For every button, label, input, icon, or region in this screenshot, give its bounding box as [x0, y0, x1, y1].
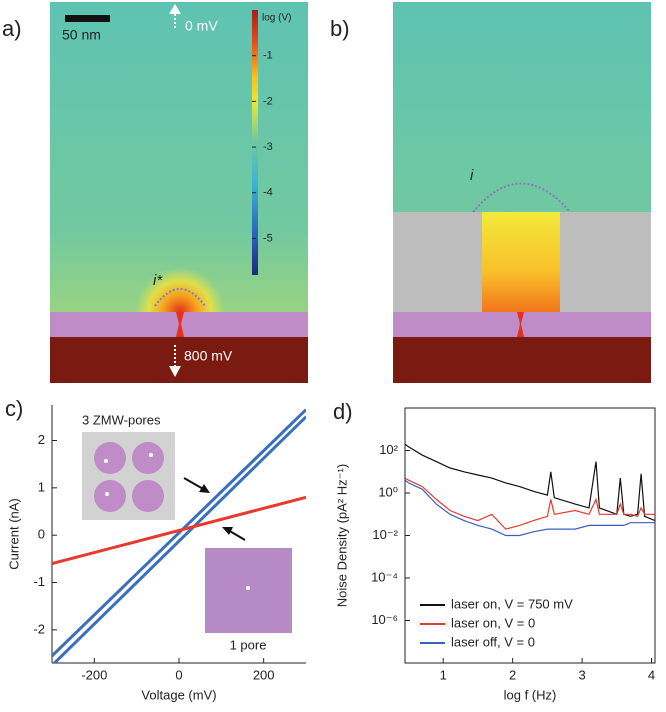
series-line: [52, 415, 306, 663]
y-tick-label: -1: [33, 574, 45, 589]
x-tick-label: 3: [578, 667, 585, 682]
pore-dot: [246, 586, 250, 590]
potential-label: 800 mV: [184, 348, 233, 364]
scale-label: 50 nm: [62, 27, 101, 43]
panel-a: 50 nm 0 mV 800 mV i* log (V) -1-2-3-4-5 …: [2, 2, 308, 383]
pore-disk: [94, 442, 126, 474]
metal: [560, 212, 651, 312]
pore-disk: [132, 442, 164, 474]
y-tick-label: 10²: [379, 442, 398, 457]
y-tick-label: 10⁰: [378, 484, 398, 499]
panel-label: a): [2, 16, 22, 41]
inset-label: 3 ZMW-pores: [82, 412, 161, 427]
legend-label: laser on, V = 0: [451, 615, 535, 630]
pore-dot: [104, 459, 108, 463]
colorbar-tick-label: -3: [263, 141, 273, 153]
series-line: [405, 479, 655, 537]
x-axis-label: Voltage (mV): [141, 687, 216, 702]
glow: [50, 250, 308, 312]
pore-disk: [94, 480, 126, 512]
panel-label: c): [5, 396, 23, 421]
colorbar: [252, 10, 258, 275]
scale-bar: [65, 15, 110, 22]
colorbar-tick-label: -1: [263, 50, 273, 62]
region-label: i*: [153, 272, 163, 289]
metal: [393, 212, 482, 312]
pore-dot: [105, 492, 109, 496]
panel-label: b): [330, 16, 350, 41]
series-line: [52, 495, 306, 566]
pore-dot: [149, 453, 153, 457]
arrow-head: [169, 4, 181, 14]
series-line: [405, 443, 655, 522]
insets: 3 ZMW-pores 1 pore: [82, 412, 292, 652]
x-tick-label: -200: [81, 667, 107, 682]
colorbar-label: log (V): [262, 13, 291, 24]
panel-label: d): [333, 399, 353, 424]
plot-area: [405, 443, 655, 537]
x-tick-label: 4: [648, 667, 655, 682]
arrow-head: [169, 366, 181, 377]
well: [482, 212, 560, 312]
legend-label: laser off, V = 0: [451, 634, 535, 649]
plot-area: [52, 408, 306, 663]
x-tick-label: 1: [440, 667, 447, 682]
inset-label: 1 pore: [230, 637, 267, 652]
y-tick-label: 10⁻²: [372, 527, 398, 542]
series-line: [405, 477, 655, 530]
colorbar-tick-label: -2: [263, 95, 273, 107]
colorbar-tick-label: -5: [263, 232, 273, 244]
panel-b: i b): [330, 2, 651, 383]
legend-label: laser on, V = 750 mV: [451, 596, 573, 611]
series-line: [52, 408, 306, 657]
arrow: [227, 529, 246, 541]
y-tick-label: -2: [33, 621, 45, 636]
x-axis-label: log f (Hz): [504, 687, 557, 702]
arrow-head: [222, 527, 233, 535]
arrow-head: [199, 484, 210, 493]
region-label: i: [470, 167, 474, 184]
pore: [517, 312, 524, 337]
inset: [205, 548, 292, 633]
potential-label: 0 mV: [185, 18, 218, 34]
y-tick-label: 2: [38, 432, 45, 447]
y-tick-label: 10⁻⁴: [371, 569, 398, 584]
y-tick-label: 1: [38, 479, 45, 494]
x-tick-label: 0: [175, 667, 182, 682]
pore: [176, 312, 184, 337]
substrate: [393, 337, 651, 383]
x-tick-label: 2: [509, 667, 516, 682]
region-outline: [472, 182, 571, 213]
pore-disk: [132, 480, 164, 512]
substrate: [50, 337, 308, 383]
x-tick-label: 200: [253, 667, 275, 682]
y-tick-label: 10⁻⁶: [371, 612, 398, 627]
y-axis-label: Current (nA): [6, 498, 21, 570]
y-tick-label: 0: [38, 527, 45, 542]
y-axis-label: Noise Density (pA² Hz⁻¹): [334, 464, 349, 607]
inset: [82, 432, 175, 520]
colorbar-tick-label: -4: [263, 187, 273, 199]
